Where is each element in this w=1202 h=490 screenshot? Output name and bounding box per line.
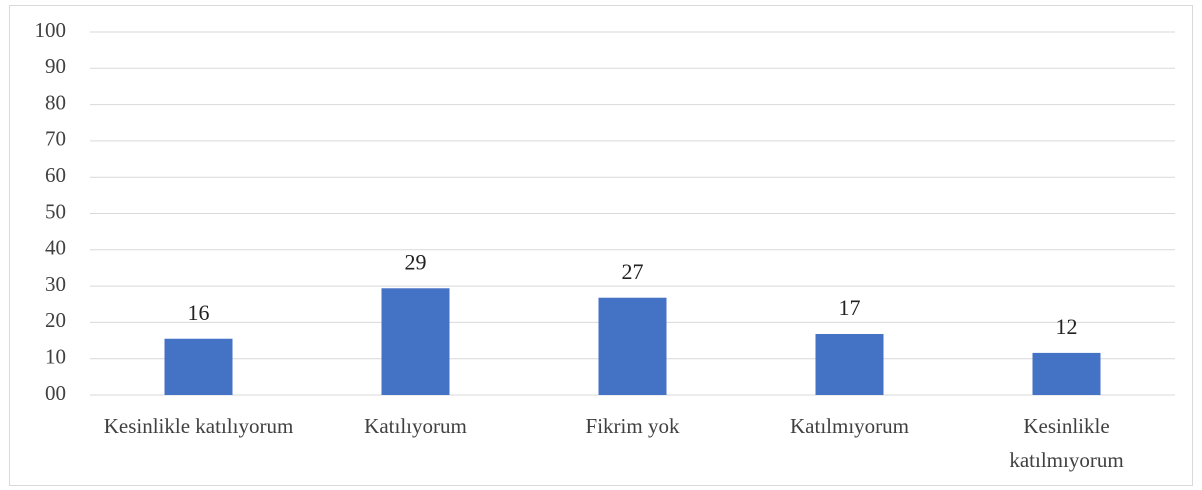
y-tick-label: 20 xyxy=(45,308,66,332)
y-tick-label: 00 xyxy=(45,381,66,405)
y-tick-label: 60 xyxy=(45,163,66,187)
y-tick-label: 10 xyxy=(45,345,66,369)
y-tick-label: 40 xyxy=(45,236,66,260)
y-tick-label: 90 xyxy=(45,54,66,78)
bar xyxy=(381,288,450,395)
data-label: 29 xyxy=(405,249,427,274)
data-label: 17 xyxy=(839,295,861,320)
x-tick-label: Katılıyorum xyxy=(364,414,467,438)
bar xyxy=(815,334,884,395)
y-tick-label: 80 xyxy=(45,90,66,114)
chart-border xyxy=(9,5,1193,486)
x-tick-label: Fikrim yok xyxy=(585,414,680,438)
y-tick-label: 70 xyxy=(45,127,66,151)
data-label: 12 xyxy=(1056,314,1078,339)
y-tick-label: 50 xyxy=(45,199,66,223)
data-label: 16 xyxy=(188,300,210,325)
x-tick-label: Katılmıyorum xyxy=(790,414,909,438)
x-tick-label: Kesinlikle katılıyorum xyxy=(103,414,294,438)
y-tick-label: 100 xyxy=(35,18,67,42)
bar xyxy=(598,297,667,395)
y-tick-label: 30 xyxy=(45,272,66,296)
bar xyxy=(1032,352,1101,395)
data-label: 27 xyxy=(622,259,644,284)
x-tick-label: Kesinlikle katılmıyorum xyxy=(1009,414,1124,472)
bar xyxy=(164,338,233,395)
